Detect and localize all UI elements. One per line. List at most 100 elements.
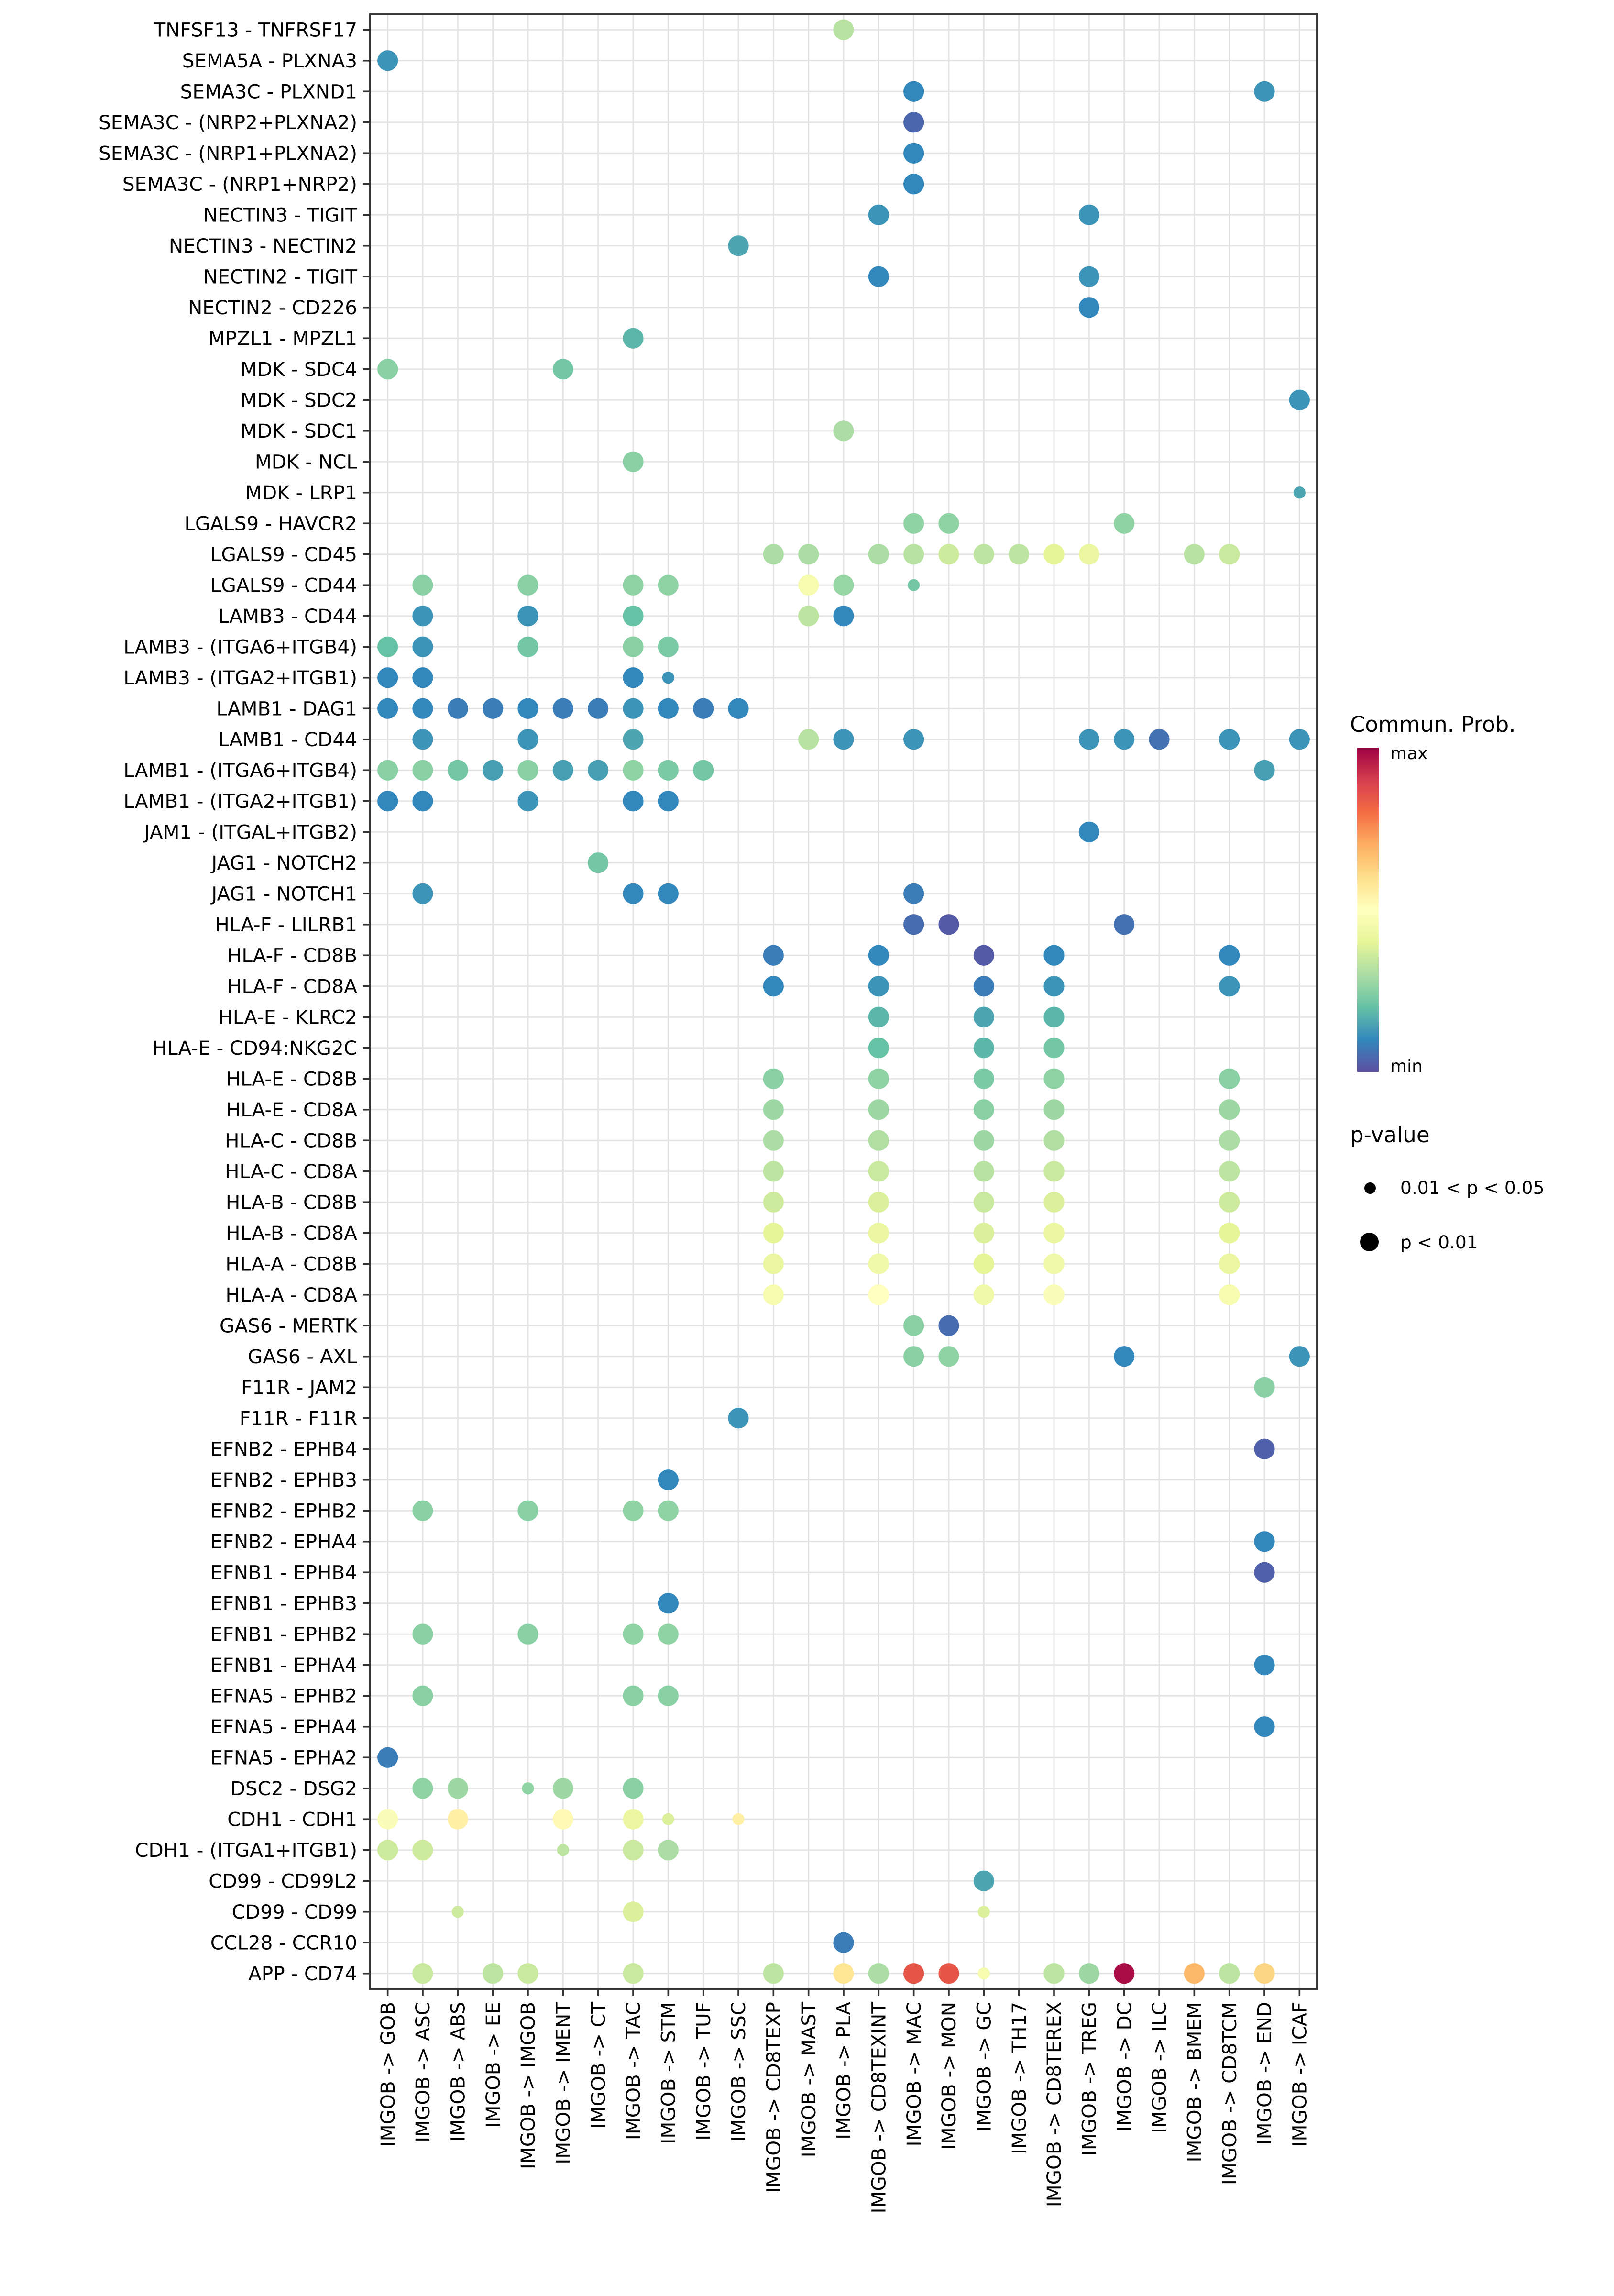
y-axis-label: EFNB2 - EPHB4 (210, 1437, 357, 1460)
dot (588, 760, 609, 781)
y-axis-label: LGALS9 - CD44 (210, 574, 357, 596)
x-axis-label: IMGOB -> TREG (1078, 2002, 1101, 2156)
dot (938, 544, 959, 565)
dot (1078, 1963, 1099, 1984)
y-axis-label: TNFSF13 - TNFRSF17 (153, 18, 357, 41)
dot (623, 760, 644, 781)
y-axis-label: MDK - SDC2 (241, 388, 357, 411)
dot (763, 1130, 784, 1151)
dot (1254, 1377, 1275, 1398)
x-axis-label: IMGOB -> TH17 (1008, 2002, 1031, 2154)
x-axis-label: IMGOB -> GC (973, 2002, 996, 2132)
dot (517, 1500, 538, 1521)
dot (973, 945, 994, 966)
y-axis-label: EFNB2 - EPHB2 (210, 1499, 357, 1522)
dot (763, 1192, 784, 1213)
pvalue-small-dot-icon (1364, 1182, 1376, 1194)
dot (623, 328, 644, 349)
dot (868, 1130, 889, 1151)
dot (447, 760, 468, 781)
dot (658, 883, 679, 904)
dot (1043, 1284, 1065, 1305)
pvalue-large-dot-icon (1360, 1233, 1379, 1251)
colorbar-min-label: min (1390, 1056, 1423, 1076)
dot (412, 667, 433, 688)
y-axis-label: HLA-C - CD8A (225, 1160, 357, 1183)
y-axis-label: SEMA3C - (NRP1+NRP2) (122, 173, 357, 196)
dot (1254, 1562, 1275, 1583)
y-axis-label: EFNB2 - EPHA4 (210, 1530, 357, 1553)
dot (1009, 544, 1030, 565)
dot (938, 1315, 959, 1336)
dot (658, 1685, 679, 1706)
dot (903, 914, 924, 935)
dot (623, 1500, 644, 1521)
dot (1114, 1346, 1135, 1367)
dot (868, 1006, 889, 1027)
x-axis-label: IMGOB -> ILC (1148, 2002, 1171, 2133)
y-axis-label: APP - CD74 (248, 1962, 357, 1985)
dot (412, 1623, 433, 1645)
y-axis-label: LGALS9 - CD45 (210, 543, 357, 566)
dot (377, 1809, 398, 1830)
y-axis-label: EFNA5 - EPHB2 (210, 1684, 357, 1707)
x-axis-label: IMGOB -> ASC (411, 2002, 434, 2142)
y-axis-label: F11R - F11R (240, 1407, 357, 1430)
dot (868, 945, 889, 966)
dot (623, 1809, 644, 1830)
dot (1254, 760, 1275, 781)
dot (973, 1006, 994, 1027)
dot (377, 667, 398, 688)
dot (623, 883, 644, 904)
dot (1043, 1161, 1065, 1182)
dot (798, 729, 819, 750)
dot (973, 1223, 994, 1244)
dot (1254, 1438, 1275, 1459)
y-axis-label: HLA-E - CD8B (226, 1067, 357, 1090)
x-axis-label: IMGOB -> END (1253, 2002, 1276, 2145)
y-axis-label: DSC2 - DSG2 (231, 1777, 357, 1800)
y-axis-label: HLA-E - KLRC2 (218, 1005, 357, 1028)
dot (412, 1685, 433, 1706)
dot (447, 698, 468, 719)
dot (1078, 297, 1099, 318)
dot (938, 513, 959, 534)
dot (693, 698, 714, 719)
dot (517, 698, 538, 719)
y-axis-label: SEMA3C - PLXND1 (180, 80, 357, 103)
dot (903, 729, 924, 750)
dot (763, 1253, 784, 1274)
dot (763, 1284, 784, 1305)
dot (412, 729, 433, 750)
dot (1043, 1253, 1065, 1274)
dot (763, 1963, 784, 1984)
y-axis-label: LAMB1 - (ITGA6+ITGB4) (123, 759, 357, 782)
dot (903, 1963, 924, 1984)
dot (1254, 1531, 1275, 1552)
dot (1254, 1963, 1275, 1984)
y-axis-label: CDH1 - CDH1 (227, 1808, 357, 1831)
dot (412, 1963, 433, 1984)
y-axis-label: CCL28 - CCR10 (210, 1931, 357, 1954)
dot (973, 1099, 994, 1120)
dot (623, 1901, 644, 1922)
dot (1043, 1223, 1065, 1244)
dot (868, 1223, 889, 1244)
dot (377, 1840, 398, 1861)
dot (1149, 729, 1170, 750)
dot (662, 1813, 674, 1825)
dot (1219, 1130, 1240, 1151)
dot (868, 1068, 889, 1089)
y-axis-label: EFNB1 - EPHA4 (210, 1654, 357, 1677)
dot (728, 235, 749, 256)
dot (1289, 1346, 1310, 1367)
dot (658, 1469, 679, 1490)
dot (662, 672, 674, 684)
dot (451, 1906, 464, 1918)
dot (557, 1844, 569, 1856)
dot (973, 1284, 994, 1305)
pvalue-small-dot-label: 0.01 < p < 0.05 (1400, 1177, 1545, 1198)
dot (483, 698, 504, 719)
dot (623, 636, 644, 657)
